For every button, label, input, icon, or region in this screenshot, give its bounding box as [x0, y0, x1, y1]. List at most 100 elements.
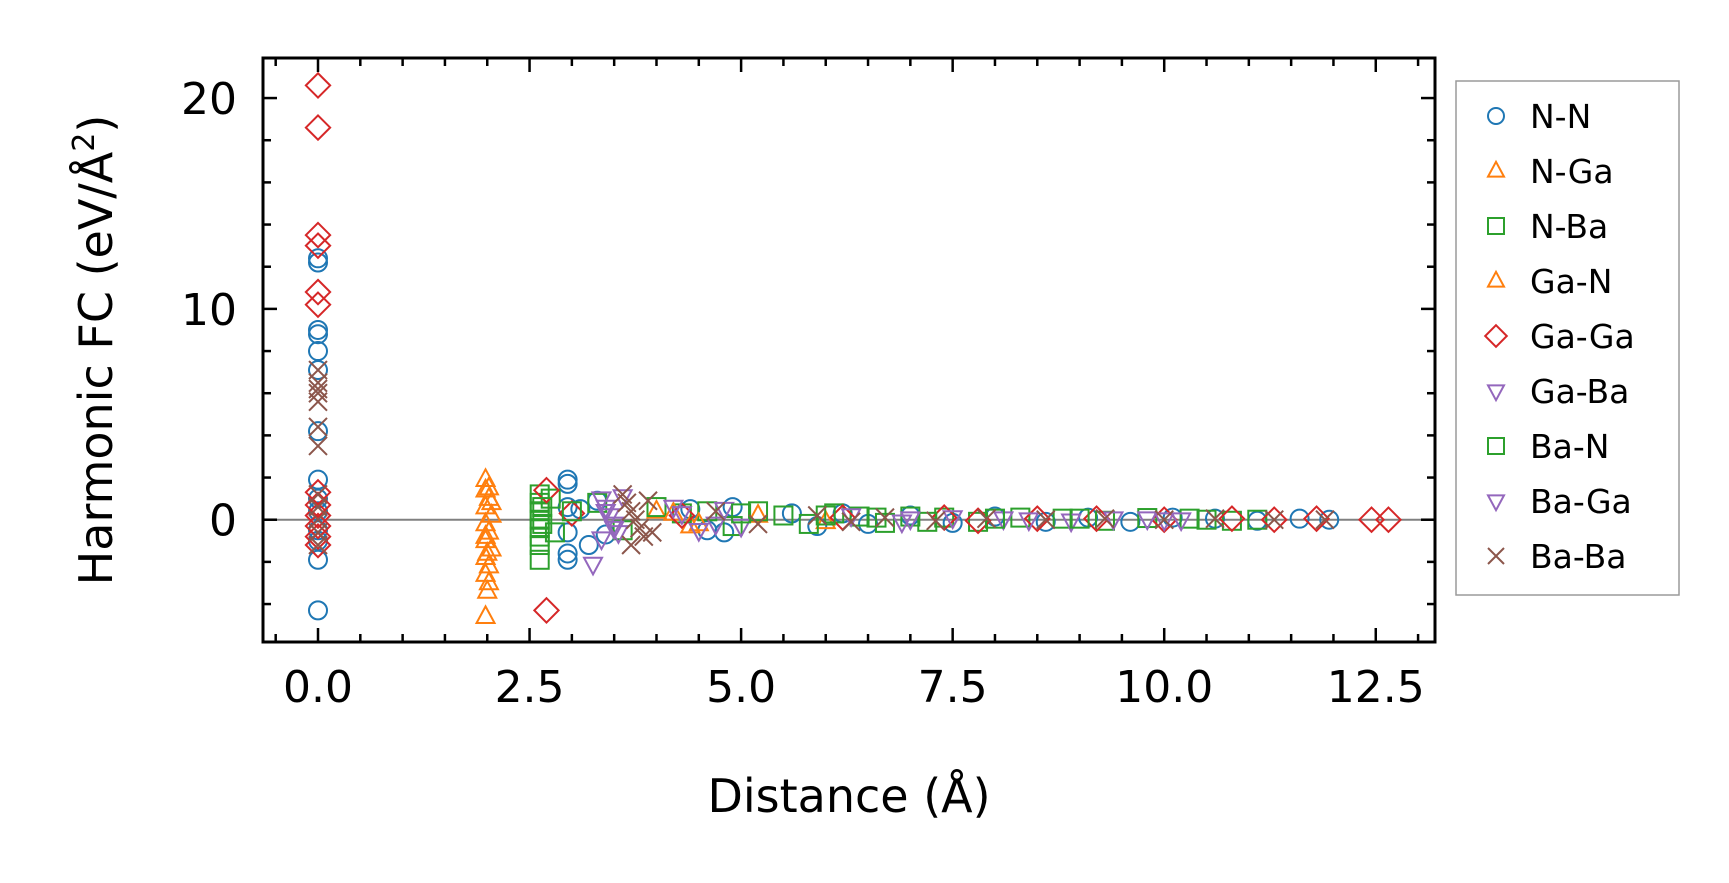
x-tick-label: 0.0	[283, 662, 353, 713]
legend-label-n-ga: N-Ga	[1530, 152, 1614, 191]
legend-label-ga-ga: Ga-Ga	[1530, 317, 1635, 356]
point-n-n-11	[308, 530, 329, 551]
point-n-n-16	[557, 497, 578, 518]
legend-label-n-n: N-N	[1530, 97, 1591, 136]
point-ga-ga-15	[668, 501, 696, 530]
legend-label-ba-ba: Ba-Ba	[1530, 537, 1626, 576]
point-n-n-17	[557, 522, 578, 543]
point-ba-ba-31	[1205, 508, 1225, 529]
point-ga-ga-5	[304, 291, 332, 319]
x-tick-label: 5.0	[706, 662, 776, 713]
legend-label-ga-ba: Ga-Ba	[1530, 372, 1629, 411]
point-ba-ba-26	[926, 511, 946, 531]
point-ba-ba-24	[841, 512, 861, 532]
x-axis-label: Distance (Å)	[707, 769, 990, 823]
point-n-ba-10	[587, 492, 608, 513]
axis-ticks: 0.0 2.5 5.0 7.5 10.0 12.5 0 10 20	[181, 58, 1435, 713]
legend-marker-ga-ba	[1486, 384, 1506, 403]
point-ba-ga-0	[595, 503, 617, 524]
point-n-n-1	[308, 252, 329, 273]
legend-label-n-ba: N-Ba	[1530, 207, 1608, 246]
legend-marker-ga-ga	[1483, 323, 1509, 349]
point-ba-ba-33	[1315, 510, 1335, 530]
point-ba-ba-25	[875, 507, 895, 528]
point-ba-ba-27	[976, 508, 997, 529]
point-n-ga-8	[480, 536, 503, 557]
point-ga-n-0	[478, 475, 500, 496]
point-ga-ga-10	[304, 523, 332, 551]
point-ba-ba-11	[308, 535, 328, 555]
x-tick-label: 12.5	[1327, 662, 1425, 713]
point-ga-ga-4	[304, 278, 332, 306]
y-axis-label-main: Harmonic FC (eV/Å	[69, 151, 123, 585]
legend-label-ba-n: Ba-N	[1530, 427, 1609, 466]
point-n-ga-4	[480, 503, 503, 523]
point-ga-ga-24	[1302, 505, 1331, 533]
point-ba-ga-3	[705, 516, 727, 537]
y-axis-label: Harmonic FC (eV/Å2)	[67, 115, 123, 586]
series-n-ba	[529, 484, 1268, 570]
point-ga-ba-11	[730, 518, 752, 539]
point-ga-ba-5	[607, 525, 630, 545]
point-n-ba-20	[849, 506, 870, 527]
point-ga-ga-9	[304, 512, 332, 540]
data-points	[304, 71, 1403, 625]
y-tick-label: 0	[209, 496, 237, 547]
point-ga-ba-18	[1170, 512, 1192, 533]
point-ba-ba-22	[748, 514, 768, 534]
point-ga-ba-13	[891, 514, 913, 535]
point-n-ba-16	[748, 501, 769, 522]
point-ba-ba-4	[308, 391, 328, 412]
y-tick-label: 10	[181, 285, 237, 336]
legend-marker-ba-n	[1487, 437, 1505, 455]
point-n-ba-25	[1010, 507, 1031, 528]
point-n-ga-17	[645, 498, 668, 519]
point-ga-ba-8	[662, 499, 685, 520]
point-ga-ga-0	[304, 71, 332, 99]
point-n-ba-30	[1221, 510, 1242, 531]
point-ga-ba-0	[582, 556, 604, 577]
point-ba-ga-2	[671, 506, 693, 526]
point-n-n-18	[557, 543, 578, 564]
point-n-n-4	[308, 341, 329, 362]
point-ba-ga-4	[899, 511, 922, 532]
legend-marker-ba-ba	[1487, 547, 1505, 565]
point-ba-ba-23	[807, 505, 827, 526]
y-axis-label-superscript: 2	[67, 133, 102, 152]
y-tick-label: 20	[181, 74, 237, 125]
point-ba-ba-6	[308, 436, 328, 456]
point-ba-ba-5	[308, 417, 328, 437]
legend-marker-ga-n	[1486, 269, 1506, 288]
legend-marker-ba-ga	[1486, 494, 1506, 513]
x-tick-label: 7.5	[918, 662, 988, 713]
point-ba-ba-32	[1264, 510, 1284, 530]
point-n-ba-29	[1179, 508, 1200, 529]
point-n-ba-12	[646, 497, 667, 518]
point-n-ga-19	[747, 503, 769, 523]
legend-label-ga-n: Ga-N	[1530, 262, 1612, 301]
point-n-n-2	[308, 319, 329, 340]
point-n-n-35	[1035, 511, 1056, 532]
point-n-n-38	[1162, 507, 1183, 528]
point-ba-ba-30	[1154, 510, 1174, 530]
point-n-ga-14	[474, 604, 497, 625]
legend-marker-n-ga	[1486, 159, 1506, 178]
point-n-n-3	[308, 324, 329, 345]
point-ba-ga-7	[1153, 512, 1175, 533]
point-ga-ga-22	[1218, 505, 1246, 533]
point-ga-ga-7	[304, 491, 332, 519]
point-ba-n-2	[561, 501, 582, 522]
point-n-ba-24	[968, 511, 989, 532]
point-n-ba-7	[529, 549, 550, 570]
point-n-n-37	[1120, 511, 1141, 532]
series-ga-ga	[304, 71, 1403, 624]
point-n-n-5	[308, 360, 329, 381]
point-ba-ba-28	[1036, 510, 1056, 530]
point-n-ba-31	[1247, 509, 1268, 530]
x-tick-label: 2.5	[495, 662, 565, 713]
point-n-n-21	[578, 535, 599, 556]
point-ga-ga-26	[1374, 506, 1403, 534]
point-ga-n-3	[688, 511, 710, 532]
series-ba-ga	[595, 503, 1175, 541]
